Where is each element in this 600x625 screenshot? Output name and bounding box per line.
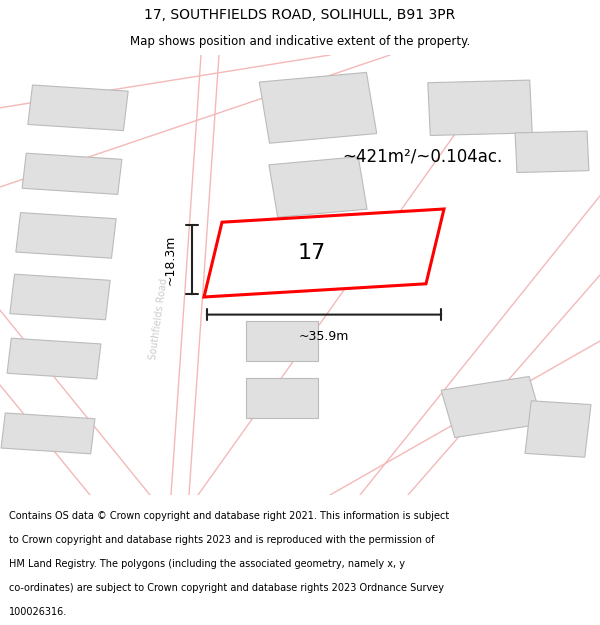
- Polygon shape: [246, 321, 318, 361]
- Text: 17: 17: [298, 243, 326, 263]
- Polygon shape: [16, 213, 116, 258]
- Text: HM Land Registry. The polygons (including the associated geometry, namely x, y: HM Land Registry. The polygons (includin…: [9, 559, 405, 569]
- Polygon shape: [269, 157, 367, 218]
- Polygon shape: [515, 131, 589, 173]
- Polygon shape: [259, 72, 377, 143]
- Text: ~421m²/~0.104ac.: ~421m²/~0.104ac.: [342, 148, 502, 165]
- Polygon shape: [1, 413, 95, 454]
- Polygon shape: [28, 85, 128, 131]
- Text: ~35.9m: ~35.9m: [299, 330, 349, 343]
- Text: 17, SOUTHFIELDS ROAD, SOLIHULL, B91 3PR: 17, SOUTHFIELDS ROAD, SOLIHULL, B91 3PR: [145, 8, 455, 22]
- Polygon shape: [441, 376, 543, 438]
- Polygon shape: [525, 401, 591, 458]
- Text: co-ordinates) are subject to Crown copyright and database rights 2023 Ordnance S: co-ordinates) are subject to Crown copyr…: [9, 582, 444, 592]
- Polygon shape: [7, 338, 101, 379]
- Polygon shape: [22, 153, 122, 194]
- Text: 100026316.: 100026316.: [9, 607, 67, 617]
- Text: ~18.3m: ~18.3m: [164, 234, 177, 285]
- Text: to Crown copyright and database rights 2023 and is reproduced with the permissio: to Crown copyright and database rights 2…: [9, 534, 434, 544]
- Polygon shape: [428, 80, 532, 136]
- Text: Contains OS data © Crown copyright and database right 2021. This information is : Contains OS data © Crown copyright and d…: [9, 511, 449, 521]
- Polygon shape: [204, 209, 444, 297]
- Text: Southfields Road: Southfields Road: [148, 278, 170, 361]
- Polygon shape: [246, 378, 318, 418]
- Text: Map shows position and indicative extent of the property.: Map shows position and indicative extent…: [130, 35, 470, 48]
- Polygon shape: [10, 274, 110, 320]
